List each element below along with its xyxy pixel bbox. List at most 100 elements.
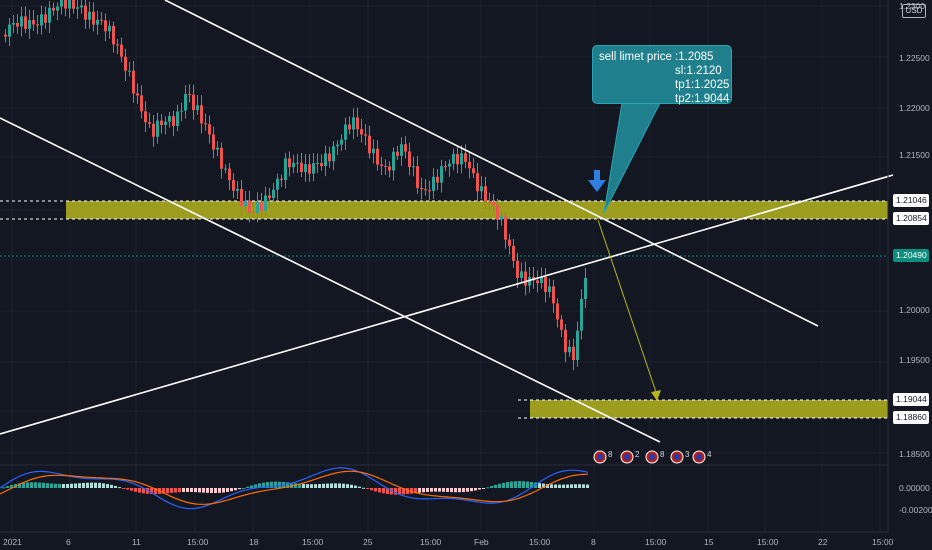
trade-callout[interactable]: sell limet price :1.2085 sl:1.2120 tp1:1… — [592, 45, 732, 105]
candle-body — [244, 200, 247, 207]
candle-body — [216, 147, 219, 150]
candle-body — [516, 260, 519, 278]
macd-bar — [166, 488, 169, 494]
candle-body — [60, 0, 63, 7]
time-tick-label: 25 — [363, 537, 373, 547]
macd-bar — [206, 488, 209, 493]
candle-body — [316, 162, 319, 164]
macd-bar — [118, 487, 121, 489]
candle-body — [144, 111, 147, 123]
event-flag-icon[interactable]: 4 — [692, 450, 712, 464]
macd-bar — [214, 488, 217, 494]
candle-body — [364, 134, 367, 136]
macd-bar — [354, 485, 357, 488]
macd-bar — [378, 488, 381, 493]
candle-body — [396, 151, 399, 156]
candle-body — [264, 195, 267, 211]
candle-body — [392, 151, 395, 171]
macd-bar — [54, 483, 57, 488]
currency-badge[interactable]: USD — [902, 4, 926, 18]
event-flag-icon[interactable]: 8 — [593, 450, 613, 464]
macd-bar — [50, 483, 53, 488]
macd-bar — [86, 482, 89, 488]
macd-bar — [538, 483, 541, 488]
macd-bar — [578, 484, 581, 488]
macd-bar — [58, 483, 61, 488]
candle-body — [40, 14, 43, 26]
macd-bar — [10, 485, 13, 488]
candle-body — [272, 189, 275, 199]
macd-bar — [190, 488, 193, 492]
candlestick-series — [4, 0, 587, 371]
macd-bar — [334, 483, 337, 488]
event-flag-icon[interactable]: 3 — [670, 450, 690, 464]
price-axis[interactable]: 1.2300 1.22500 1.22000 1.21500 1.20000 1.1950… — [899, 1, 930, 459]
candle-body — [432, 176, 435, 191]
candle-body — [576, 330, 579, 361]
price-tick-label: 1.18500 — [899, 449, 930, 459]
callout-pointer — [603, 102, 661, 214]
take-profit-1-text: tp1:1.2025 — [675, 79, 730, 91]
macd-bar — [126, 488, 129, 490]
macd-bar — [102, 483, 105, 488]
candle-body — [456, 154, 459, 165]
trendline-lower-channel[interactable] — [0, 117, 661, 443]
macd-bar — [518, 481, 521, 488]
candle-body — [16, 22, 19, 27]
candle-body — [580, 298, 583, 331]
candle-body — [464, 153, 467, 162]
candle-body — [320, 162, 323, 167]
macd-bar — [110, 484, 113, 488]
candle-body — [168, 116, 171, 122]
macd-bar — [502, 482, 505, 488]
macd-bar — [474, 488, 477, 491]
macd-bar — [70, 483, 73, 488]
time-tick-label: 15:00 — [302, 537, 324, 547]
candle-body — [544, 276, 547, 293]
resistance-top-price-label: 1.21046 — [893, 194, 929, 207]
macd-bar — [286, 482, 289, 488]
candle-body — [188, 94, 191, 96]
macd-bar — [326, 483, 329, 488]
time-tick-label: 18 — [249, 537, 259, 547]
time-axis[interactable]: 2021 6 11 15:00 18 15:00 25 15:00 Feb 15:00 8 15:00… — [3, 537, 894, 547]
time-tick-label: 2021 — [3, 537, 22, 547]
candle-body — [140, 95, 143, 112]
candle-body — [444, 166, 447, 168]
candle-body — [84, 5, 87, 20]
macd-bar — [42, 482, 45, 488]
candle-body — [208, 124, 211, 135]
macd-bar — [570, 484, 573, 488]
macd-bar — [106, 484, 109, 488]
trendline-support[interactable] — [0, 174, 894, 435]
event-flag-icon[interactable]: 8 — [645, 450, 665, 464]
candle-body — [252, 212, 255, 214]
target-bottom-price-label: 1.18860 — [893, 411, 929, 424]
macd-bar — [150, 488, 153, 495]
macd-bar — [554, 484, 557, 488]
candle-body — [468, 161, 471, 169]
macd-bar — [186, 488, 189, 492]
macd-bar — [202, 488, 205, 493]
candle-body — [340, 139, 343, 145]
candle-body — [528, 277, 531, 286]
macd-bar — [90, 482, 93, 488]
resistance-zone — [66, 201, 888, 219]
event-flag-icon[interactable]: 2 — [620, 450, 640, 464]
candle-body — [212, 134, 215, 150]
trendline-upper-channel[interactable] — [164, 0, 819, 327]
candle-body — [96, 19, 99, 25]
macd-bar — [18, 483, 21, 488]
candle-body — [184, 94, 187, 111]
candle-body — [12, 22, 15, 25]
macd-bar — [358, 486, 361, 488]
candle-body — [508, 239, 511, 246]
candle-body — [536, 280, 539, 284]
macd-bar — [506, 482, 509, 488]
target-top-price-label: 1.19044 — [893, 393, 929, 406]
economic-events[interactable]: 8 2 8 3 4 — [593, 450, 712, 464]
macd-bar — [306, 484, 309, 488]
price-tick-label: 1.2300 — [899, 1, 925, 11]
